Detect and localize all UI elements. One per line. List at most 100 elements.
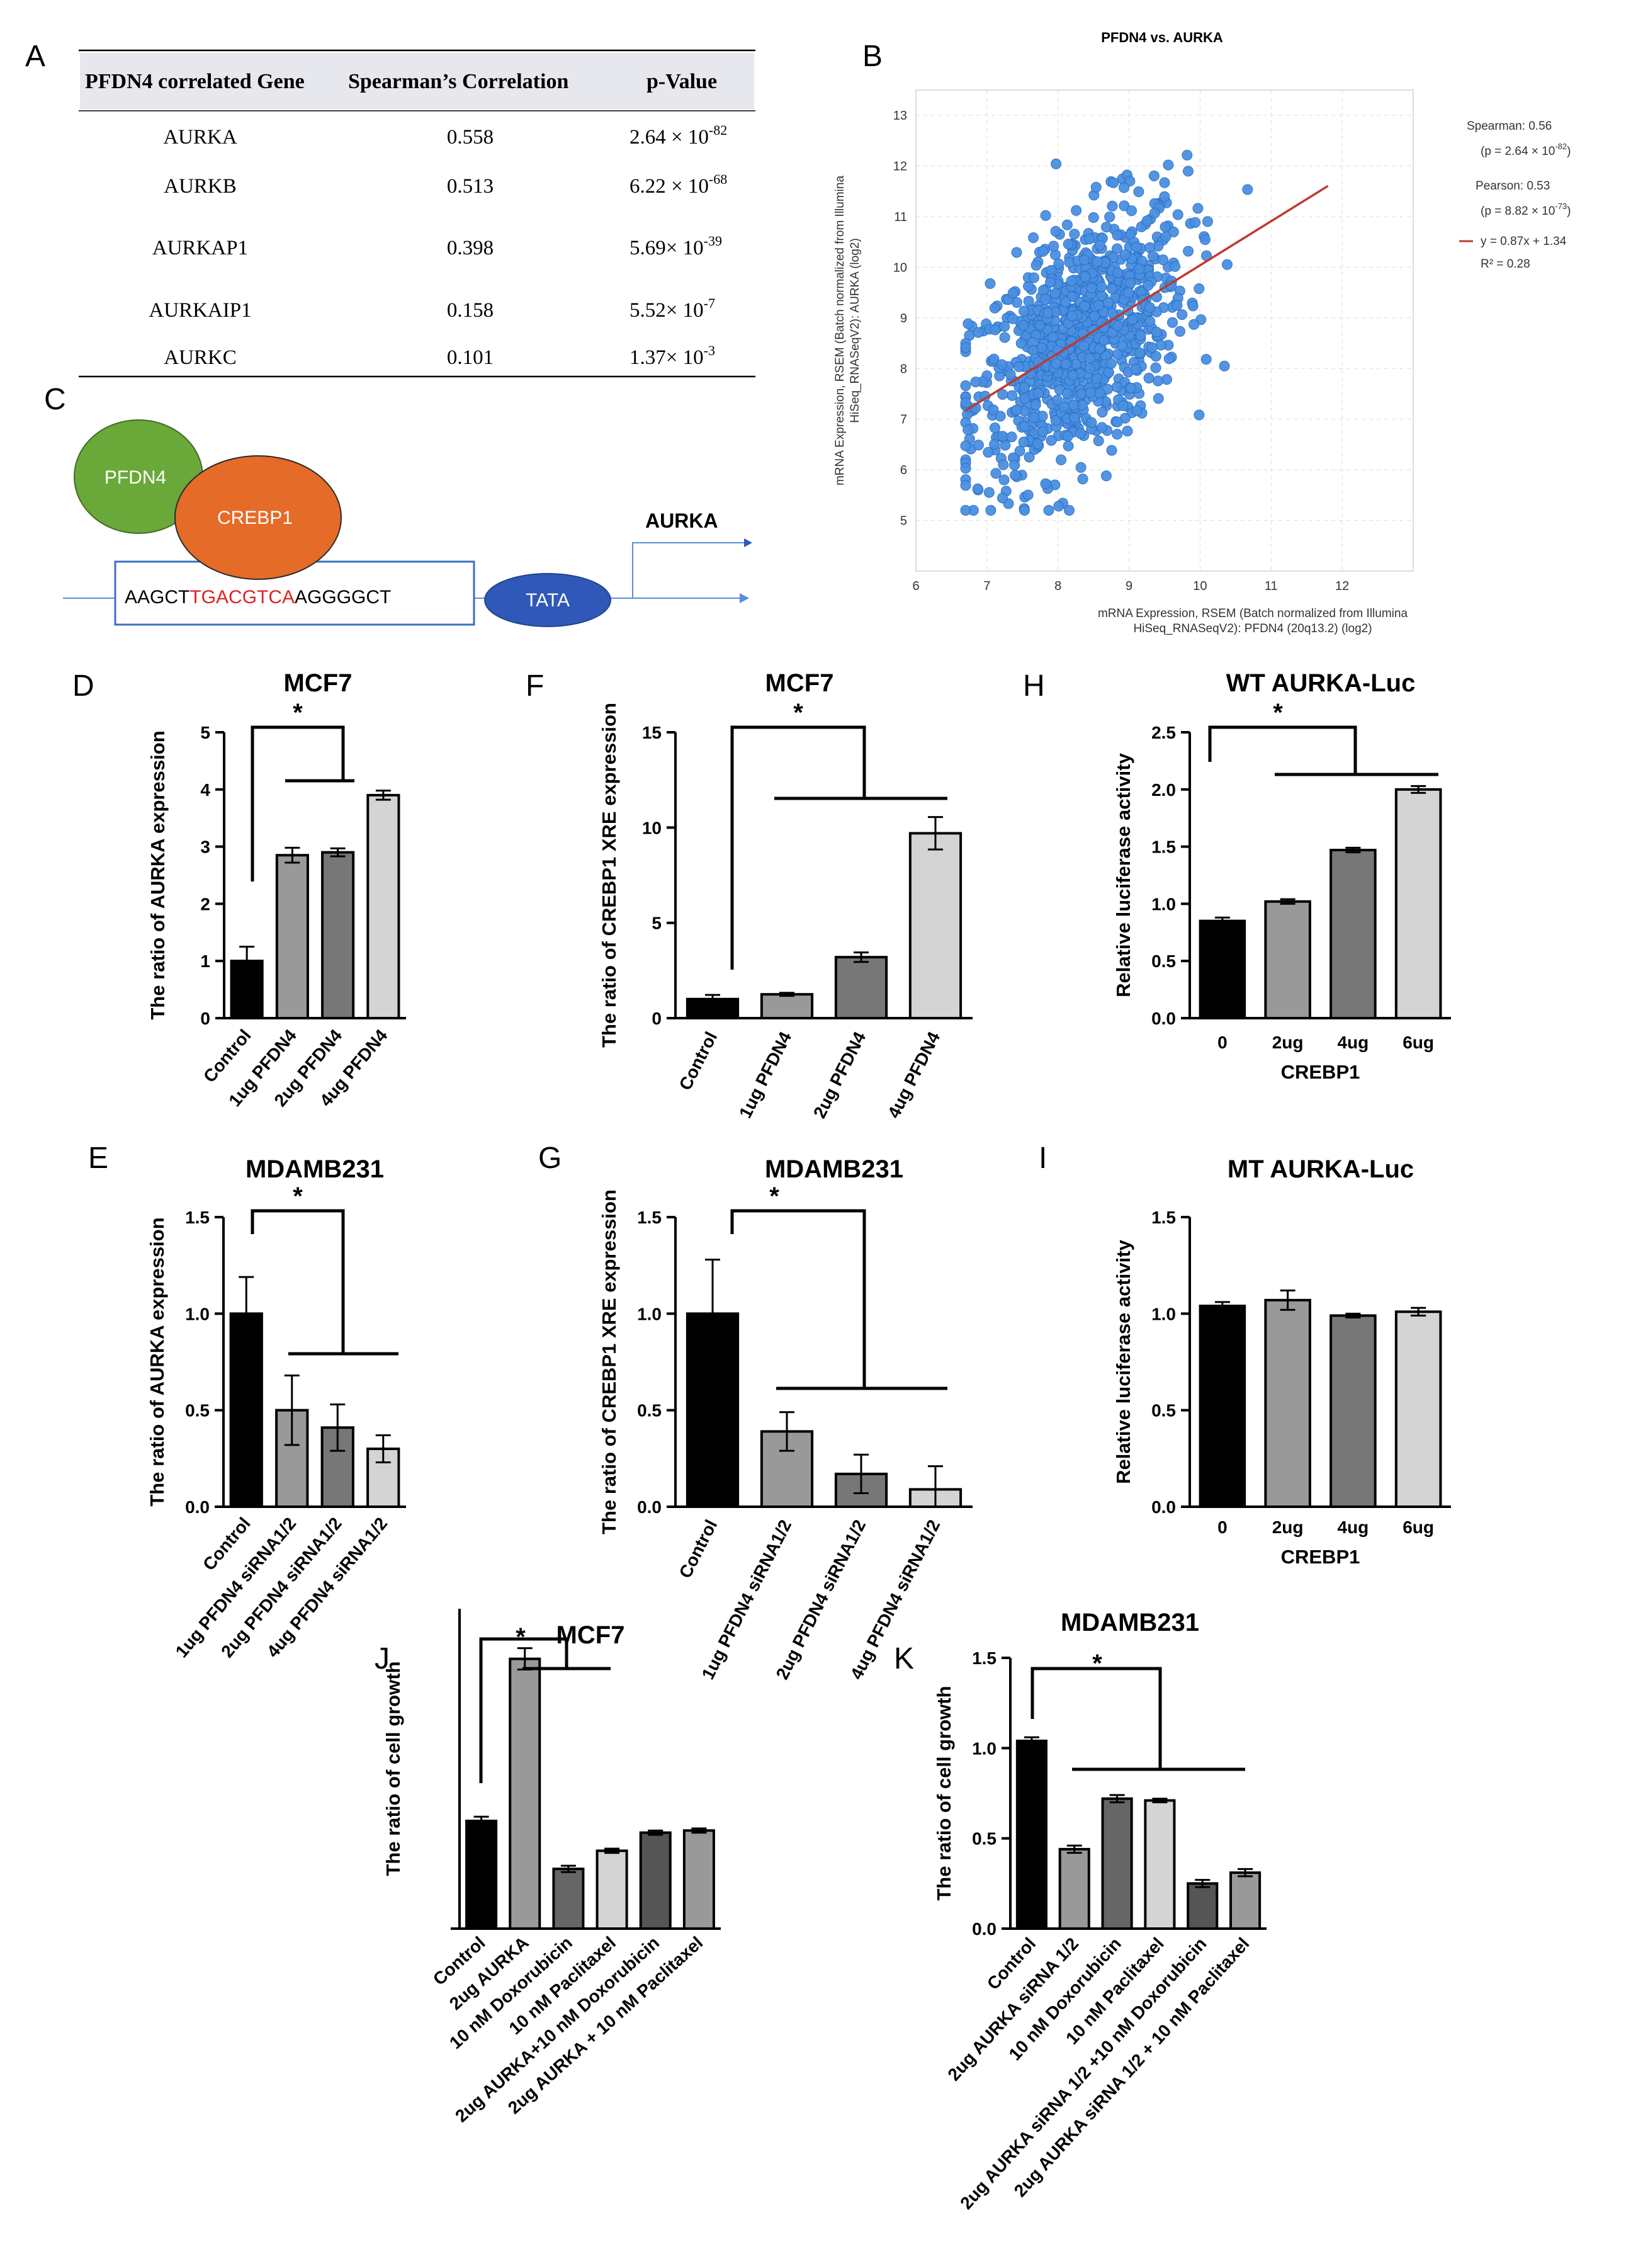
scatter-point xyxy=(1013,361,1025,373)
significance-star: * xyxy=(769,1182,779,1210)
scatter-point xyxy=(1151,326,1162,337)
y-tick-label: 0.5 xyxy=(1151,1401,1176,1420)
scatter-point xyxy=(1091,373,1102,384)
scatter-point xyxy=(1112,320,1124,331)
scatter-point xyxy=(1119,249,1131,261)
scatter-point xyxy=(989,422,1000,433)
scatter-point xyxy=(1172,300,1183,311)
scatter-point xyxy=(1143,280,1154,291)
scatter-point xyxy=(970,377,981,388)
bar xyxy=(552,1868,585,1931)
scatter-y-tick: 10 xyxy=(893,261,907,275)
scatter-point xyxy=(1006,431,1017,443)
scatter-point xyxy=(990,468,1002,479)
scatter-point xyxy=(1015,337,1027,349)
scatter-point xyxy=(1060,358,1071,370)
table-cell-gene: AURKA xyxy=(163,126,237,149)
scatter-x-tick: 7 xyxy=(983,579,990,593)
legend-r2: R² = 0.28 xyxy=(1481,258,1530,271)
scatter-point xyxy=(960,440,971,451)
scatter-point xyxy=(990,324,1001,336)
scatter-frame xyxy=(915,89,1414,572)
table-header-correlation: Spearman’s Correlation xyxy=(348,70,568,93)
bar xyxy=(1199,919,1246,1020)
scatter-ylabel-line1: mRNA Expression, RSEM (Batch normalized … xyxy=(833,176,847,485)
bar xyxy=(1330,1314,1377,1508)
scatter-point xyxy=(1123,287,1134,298)
scatter-point xyxy=(1075,428,1087,439)
bar xyxy=(834,956,888,1019)
promoter-sequence: AAGCTTGACGTCAAGGGGCT xyxy=(125,587,391,608)
scatter-point xyxy=(1166,317,1178,328)
scatter-point xyxy=(1242,184,1253,195)
crebp1-protein xyxy=(174,455,342,580)
scatter-point xyxy=(1098,334,1110,346)
scatter-point xyxy=(1106,283,1117,294)
scatter-point xyxy=(1094,239,1105,251)
correlation-table: PFDN4 correlated Gene Spearman’s Correla… xyxy=(79,49,755,378)
scatter-point xyxy=(1019,305,1030,317)
scatter-point xyxy=(1028,272,1039,283)
scatter-point xyxy=(1144,302,1155,313)
y-tick-label: 0.5 xyxy=(1151,951,1176,971)
scatter-point xyxy=(1105,358,1117,369)
scatter-point xyxy=(1019,504,1030,516)
scatter-point xyxy=(1022,489,1034,501)
scatter-point xyxy=(1075,462,1087,473)
scatter-point xyxy=(1158,254,1169,266)
scatter-y-tick: 7 xyxy=(900,413,907,427)
tata-label: TATA xyxy=(526,590,570,611)
scatter-point xyxy=(1177,309,1188,320)
scatter-point xyxy=(1163,353,1175,365)
scatter-point xyxy=(999,332,1010,343)
scatter-point xyxy=(1071,205,1082,216)
panel-label-b: B xyxy=(862,40,883,73)
scatter-point xyxy=(1037,285,1049,296)
scatter-point xyxy=(973,327,984,338)
significance-bracket xyxy=(730,1209,866,1388)
bar xyxy=(366,793,400,1019)
scatter-point xyxy=(1063,440,1074,451)
significance-bracket xyxy=(251,725,345,882)
scatter-point xyxy=(1010,470,1021,481)
scatter-point xyxy=(1097,422,1108,433)
y-tick-label: 1 xyxy=(200,951,210,971)
scatter-point xyxy=(1160,231,1172,242)
scatter-point xyxy=(1194,283,1205,295)
bar xyxy=(509,1657,541,1930)
table-cell-pvalue: 2.64 × 10-82 xyxy=(630,122,727,149)
scatter-point xyxy=(1172,209,1183,220)
scatter-point xyxy=(1028,412,1039,423)
bar xyxy=(1144,1799,1176,1930)
bar-charts: MCF7 0 1 2 3 4 5 The ratio of AURKA expression C… xyxy=(146,669,1451,2213)
scatter-point xyxy=(1032,438,1043,450)
scatter-x-tick: 6 xyxy=(912,579,919,593)
y-tick-label: 2.5 xyxy=(1151,723,1176,742)
scatter-point xyxy=(1045,276,1056,288)
bar-chart-f: MCF7 0 5 10 15 The ratio of CREBP1 XRE expres… xyxy=(598,669,973,1121)
scatter-point xyxy=(1219,360,1230,371)
bar xyxy=(1264,1298,1311,1509)
scatter-point xyxy=(1146,342,1158,353)
scatter-point xyxy=(1112,429,1123,440)
bar xyxy=(682,1829,715,1931)
significance-bracket xyxy=(251,1209,345,1354)
scatter-point xyxy=(1080,271,1091,283)
y-tick-label: 1.5 xyxy=(972,1648,996,1668)
bar xyxy=(1015,1739,1047,1931)
scatter-point xyxy=(1064,504,1075,516)
scatter-point xyxy=(1104,211,1115,222)
category-label: 6ug xyxy=(1403,1517,1434,1537)
category-label: Control xyxy=(675,1517,721,1582)
scatter-point xyxy=(973,439,984,451)
legend-spearman-p: (p = 2.64 × 10-82) xyxy=(1481,142,1571,158)
significance-bracket xyxy=(479,1637,568,1783)
category-label: 6ug xyxy=(1403,1033,1434,1052)
bar xyxy=(1394,1310,1442,1508)
y-tick-label: 3 xyxy=(200,837,210,857)
x-axis-label: CREBP1 xyxy=(1281,1546,1360,1568)
scatter-point xyxy=(1160,221,1171,232)
legend-pearson-p: (p = 8.82 × 10-73) xyxy=(1481,201,1571,218)
scatter-point xyxy=(999,320,1010,332)
